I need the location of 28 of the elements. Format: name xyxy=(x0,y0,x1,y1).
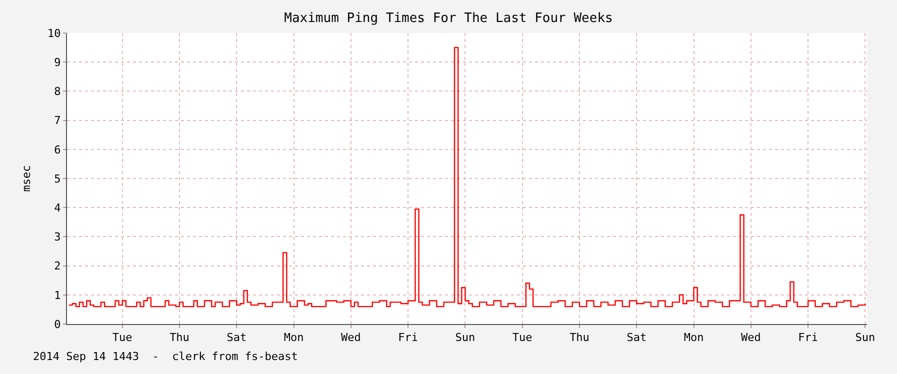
x-tick-label: Wed xyxy=(340,331,361,344)
x-tick-label: Wed xyxy=(740,331,761,344)
chart-title: Maximum Ping Times For The Last Four Weeks xyxy=(284,11,613,26)
y-tick-label: 8 xyxy=(54,85,61,98)
x-tick-label: Thu xyxy=(570,331,590,344)
x-tick-label: Sat xyxy=(626,331,647,344)
y-tick-label: 1 xyxy=(54,288,61,302)
x-tick-label: Thu xyxy=(170,331,190,344)
y-tick-label: 10 xyxy=(48,26,61,40)
x-tick-label: Sun xyxy=(855,331,876,344)
y-tick-label: 0 xyxy=(54,318,61,331)
x-tick-label: Sat xyxy=(226,331,247,344)
y-tick-label: 5 xyxy=(54,172,61,186)
x-tick-label: Mon xyxy=(284,331,304,344)
y-tick-label: 3 xyxy=(54,230,61,244)
x-tick-label: Sun xyxy=(455,331,476,344)
y-tick-label: 7 xyxy=(54,114,61,128)
x-tick-label: Fri xyxy=(398,331,418,344)
y-tick-label: 9 xyxy=(54,56,61,69)
x-tick-label: Tue xyxy=(512,331,532,344)
x-tick-label: Fri xyxy=(798,331,818,344)
y-axis-title: msec xyxy=(20,165,34,192)
x-tick-label: Tue xyxy=(112,331,132,344)
y-tick-label: 6 xyxy=(54,143,61,156)
y-tick-label: 4 xyxy=(54,201,62,214)
y-tick-label: 2 xyxy=(54,260,61,273)
text: 2014 Sep 14 1443 - clerk from fs-beast xyxy=(33,350,298,363)
x-tick-label: Mon xyxy=(684,331,704,344)
